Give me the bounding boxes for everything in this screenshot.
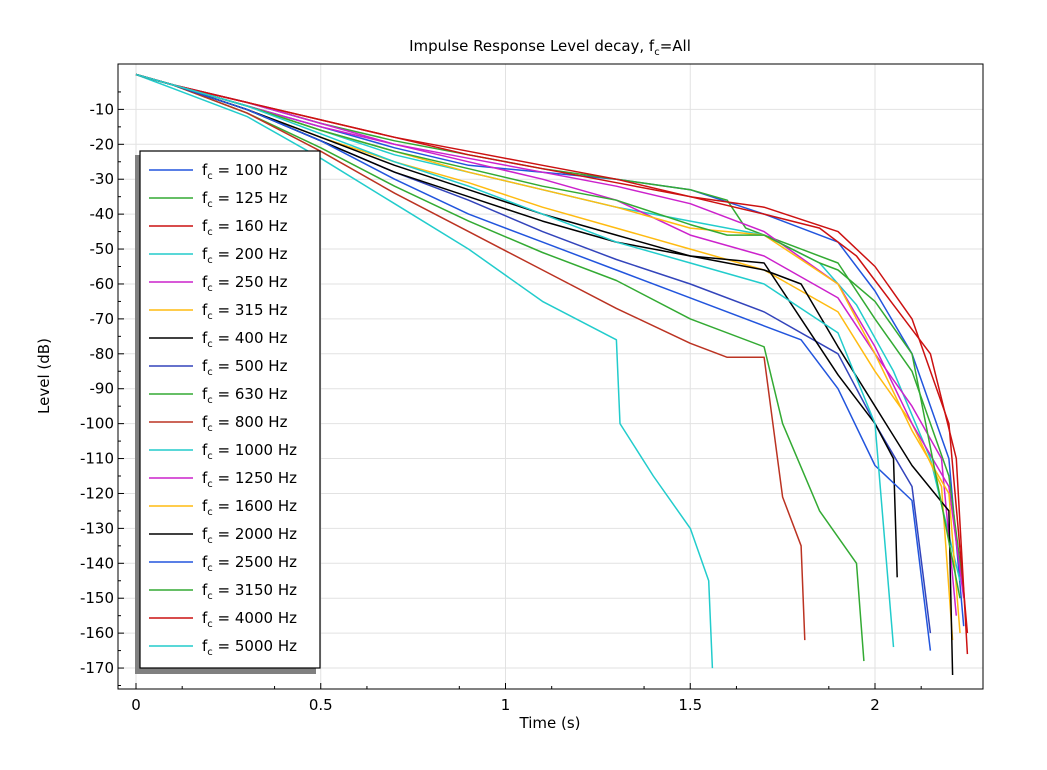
axis-ticks: 0 0.5 1 1.5 2 -10 -20 -30 -40 -50 -60 -70 -80 -90 -100… — [80, 91, 922, 714]
series-line — [135, 73, 961, 599]
series-line — [135, 73, 806, 641]
legend-label: fc = 125 Hz — [202, 189, 288, 210]
y-tick-label: -40 — [90, 205, 115, 223]
legend-box — [139, 150, 321, 669]
y-tick-label: -120 — [80, 484, 114, 502]
x-axis-title: Time (s) — [519, 714, 581, 732]
legend-label: fc = 200 Hz — [202, 245, 288, 266]
y-tick-label: -140 — [80, 554, 114, 572]
y-tick-label: -80 — [90, 345, 115, 363]
y-tick-label: -70 — [90, 310, 115, 328]
series-line — [135, 73, 895, 648]
legend-label: fc = 315 Hz — [202, 301, 288, 322]
x-tick-label: 0 — [131, 696, 141, 714]
legend-label: fc = 630 Hz — [202, 385, 288, 406]
y-tick-label: -20 — [90, 135, 115, 153]
x-tick-label: 1 — [501, 696, 511, 714]
series-line — [135, 73, 954, 676]
legend-label: fc = 100 Hz — [202, 161, 288, 182]
y-axis-title: Level (dB) — [35, 338, 53, 414]
series-line — [135, 73, 714, 669]
x-tick-label: 1.5 — [678, 696, 702, 714]
y-tick-label: -100 — [80, 415, 114, 433]
y-tick-label: -10 — [90, 100, 115, 118]
legend-label: fc = 500 Hz — [202, 357, 288, 378]
legend-label: fc = 2000 Hz — [202, 525, 297, 546]
plot-frame — [117, 63, 984, 690]
legend: fc = 100 Hz fc = 125 Hz fc = 160 Hz fc = 20… — [135, 150, 321, 674]
y-tick-label: -110 — [80, 450, 114, 468]
series-layer — [135, 73, 969, 676]
legend-label: fc = 800 Hz — [202, 413, 288, 434]
x-tick-label: 0.5 — [309, 696, 333, 714]
legend-items: fc = 100 Hz fc = 125 Hz fc = 160 Hz fc = 20… — [149, 161, 297, 658]
y-tick-label: -60 — [90, 275, 115, 293]
y-tick-label: -160 — [80, 624, 114, 642]
legend-label: fc = 3150 Hz — [202, 581, 297, 602]
legend-label: fc = 4000 Hz — [202, 609, 297, 630]
y-tick-label: -170 — [80, 659, 114, 677]
legend-label: fc = 1600 Hz — [202, 497, 297, 518]
legend-label: fc = 1000 Hz — [202, 441, 297, 462]
x-tick-label: 2 — [870, 696, 880, 714]
series-line — [135, 73, 969, 634]
legend-label: fc = 2500 Hz — [202, 553, 297, 574]
legend-label: fc = 1250 Hz — [202, 469, 297, 490]
y-tick-label: -90 — [90, 380, 115, 398]
series-line — [135, 73, 965, 599]
series-line — [135, 73, 932, 651]
y-tick-label: -130 — [80, 519, 114, 537]
y-tick-label: -50 — [90, 240, 115, 258]
legend-label: fc = 400 Hz — [202, 329, 288, 350]
legend-label: fc = 160 Hz — [202, 217, 288, 238]
chart-title: Impulse Response Level decay, fc=All — [409, 37, 691, 58]
y-tick-label: -150 — [80, 589, 114, 607]
legend-label: fc = 250 Hz — [202, 273, 288, 294]
y-tick-label: -30 — [90, 170, 115, 188]
legend-label: fc = 5000 Hz — [202, 637, 297, 658]
